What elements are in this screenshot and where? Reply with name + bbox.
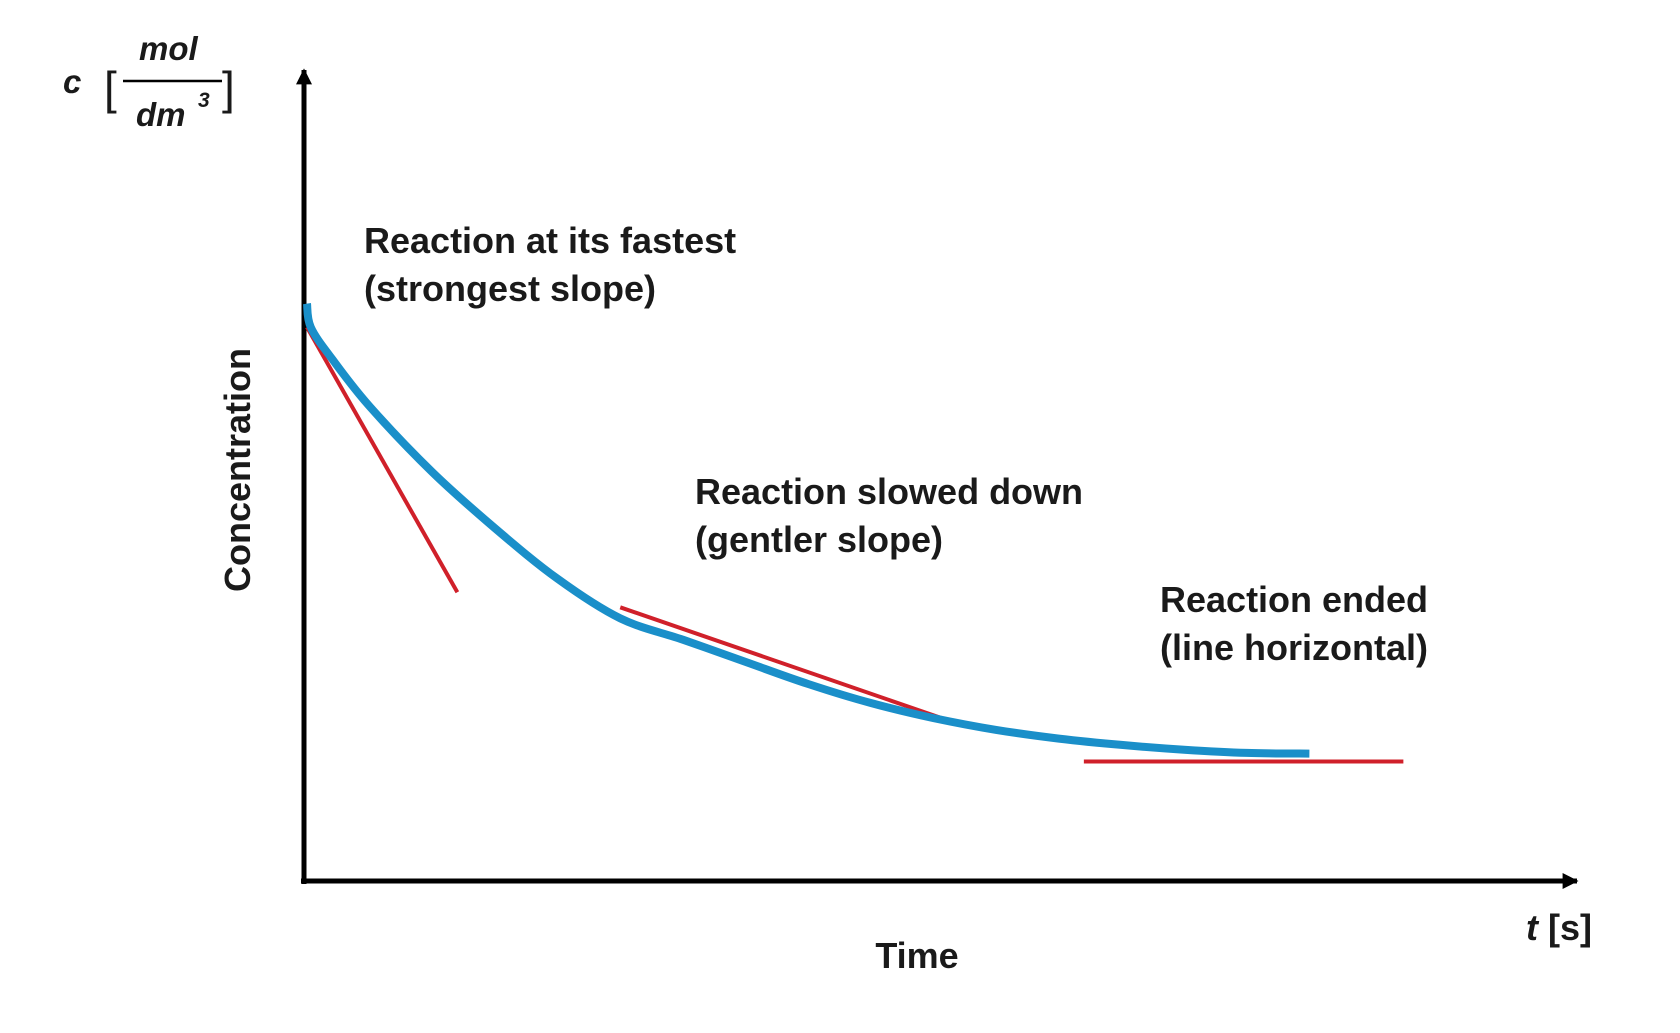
y-unit-denominator: dm	[136, 96, 186, 133]
y-unit-numerator: mol	[139, 30, 199, 67]
annotation-fastest-line-2: (strongest slope)	[364, 268, 656, 309]
tangent-line-1	[305, 326, 460, 594]
y-unit-exponent: 3	[198, 89, 210, 112]
annotation-slowed: Reaction slowed down (gentler slope)	[695, 471, 1083, 560]
y-axis-unit: c [ mol dm 3 ]	[63, 30, 235, 133]
concentration-curve-1	[303, 302, 1310, 758]
x-unit-unit: [s]	[1548, 907, 1592, 948]
annotation-fastest-line-1: Reaction at its fastest	[364, 220, 736, 261]
tangent-line-2	[619, 605, 947, 722]
annotation-slowed-line-2: (gentler slope)	[695, 519, 943, 560]
y-unit-close-bracket: ]	[222, 62, 235, 114]
x-axis-unit: t [s]	[1526, 907, 1592, 948]
y-axis-label: Concentration	[217, 348, 258, 592]
annotation-ended-line-1: Reaction ended	[1160, 579, 1428, 620]
tangent-lines	[305, 326, 1404, 764]
annotation-ended: Reaction ended (line horizontal)	[1160, 579, 1428, 668]
x-axis-label: Time	[875, 935, 958, 976]
annotation-ended-line-2: (line horizontal)	[1160, 627, 1428, 668]
annotation-slowed-line-1: Reaction slowed down	[695, 471, 1083, 512]
y-unit-symbol: c	[63, 63, 81, 100]
y-unit-open-bracket: [	[104, 62, 117, 114]
series-lines	[303, 302, 1310, 758]
annotation-fastest: Reaction at its fastest (strongest slope)	[364, 220, 736, 309]
x-unit-symbol: t	[1526, 907, 1540, 948]
